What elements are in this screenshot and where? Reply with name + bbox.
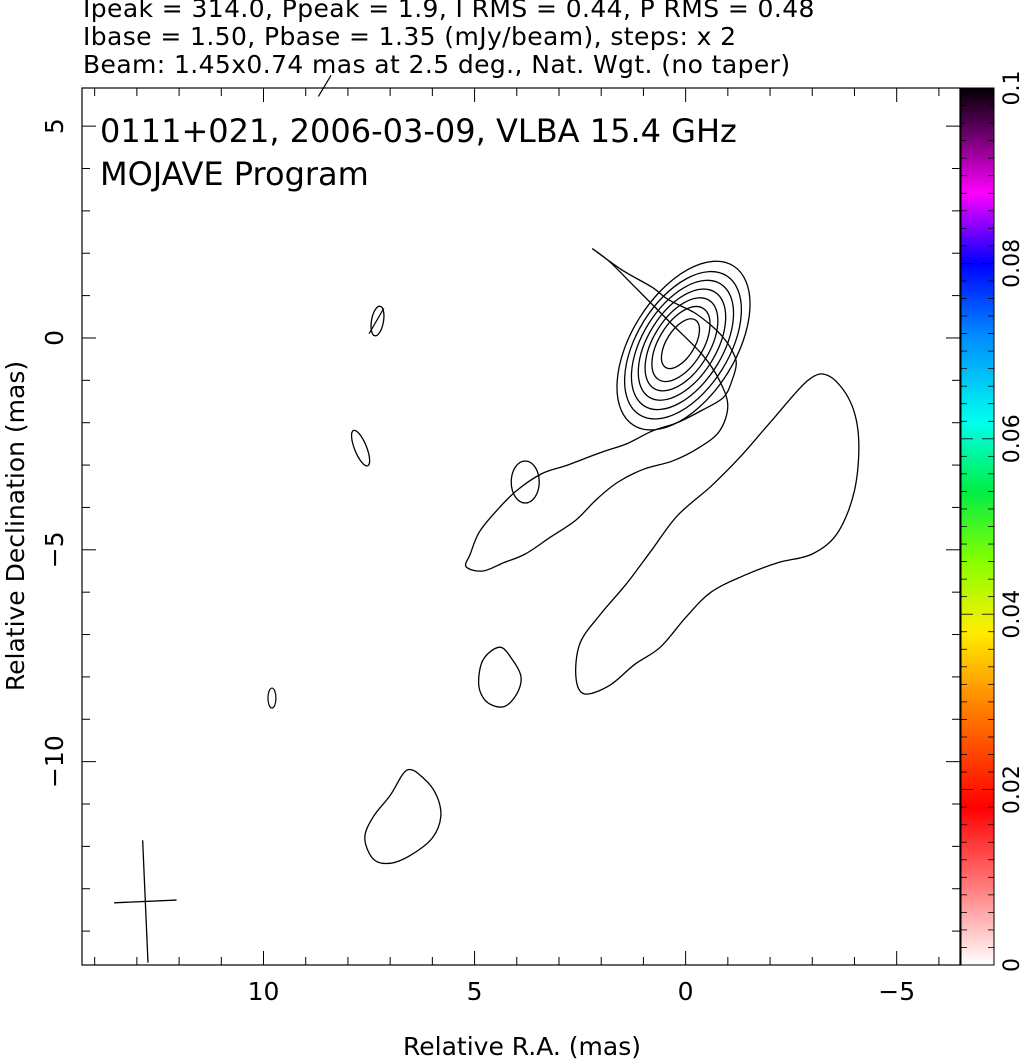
- core-contour: [644, 297, 719, 392]
- core-contour: [630, 279, 735, 411]
- contour-jet-outer: [464, 248, 737, 572]
- core-contour: [616, 260, 751, 431]
- header-line-3: Beam: 1.45x0.74 mas at 2.5 deg., Nat. Wg…: [83, 50, 791, 79]
- colorbar-tick-label: 0.02: [1000, 765, 1021, 814]
- knot-contour: [510, 460, 540, 504]
- chart-subtitle: MOJAVE Program: [100, 155, 369, 193]
- x-tick-label: −5: [878, 977, 915, 1006]
- colorbar-tick-label: 0.1: [1000, 71, 1021, 106]
- colorbar-tick-label: 0.04: [1000, 590, 1021, 639]
- x-tick-label: 5: [467, 977, 483, 1006]
- core-contour: [637, 288, 727, 401]
- polarization-vector: [317, 74, 332, 97]
- header-line-2: Ibase = 1.50, Pbase = 1.35 (mJy/beam), s…: [83, 22, 737, 51]
- contour-blob-east: [477, 646, 522, 708]
- y-tick-label: −5: [40, 531, 69, 568]
- core-contour: [623, 270, 743, 420]
- x-axis-label: Relative R.A. (mas): [403, 1032, 641, 1060]
- header-line-1: Ipeak = 314.0, Ppeak = 1.9, I RMS = 0.44…: [83, 0, 815, 23]
- core-contour: [651, 305, 711, 383]
- y-tick-label: 0: [40, 330, 69, 346]
- colorbar-tick-label: 0.06: [1000, 414, 1021, 463]
- y-tick-label: −10: [40, 735, 69, 788]
- beam-minor-axis: [114, 899, 177, 904]
- plot-frame: [81, 87, 961, 966]
- colorbar-tick-label: 0: [1000, 958, 1021, 972]
- y-tick-label: 5: [40, 118, 69, 134]
- polarization-vector: [368, 308, 385, 335]
- island-contour: [267, 687, 277, 709]
- contour-blob-south: [364, 768, 442, 865]
- island-contour: [350, 429, 371, 467]
- core-contour: [660, 318, 701, 370]
- island-contour: [370, 305, 385, 337]
- x-tick-label: 10: [248, 977, 280, 1006]
- colorbar-tick-label: 0.08: [1000, 239, 1021, 288]
- y-axis-label: Relative Declination (mas): [1, 361, 30, 691]
- contour-blob-west: [575, 373, 860, 695]
- x-tick-label: 0: [678, 977, 694, 1006]
- chart-title: 0111+021, 2006-03-09, VLBA 15.4 GHz: [100, 112, 737, 150]
